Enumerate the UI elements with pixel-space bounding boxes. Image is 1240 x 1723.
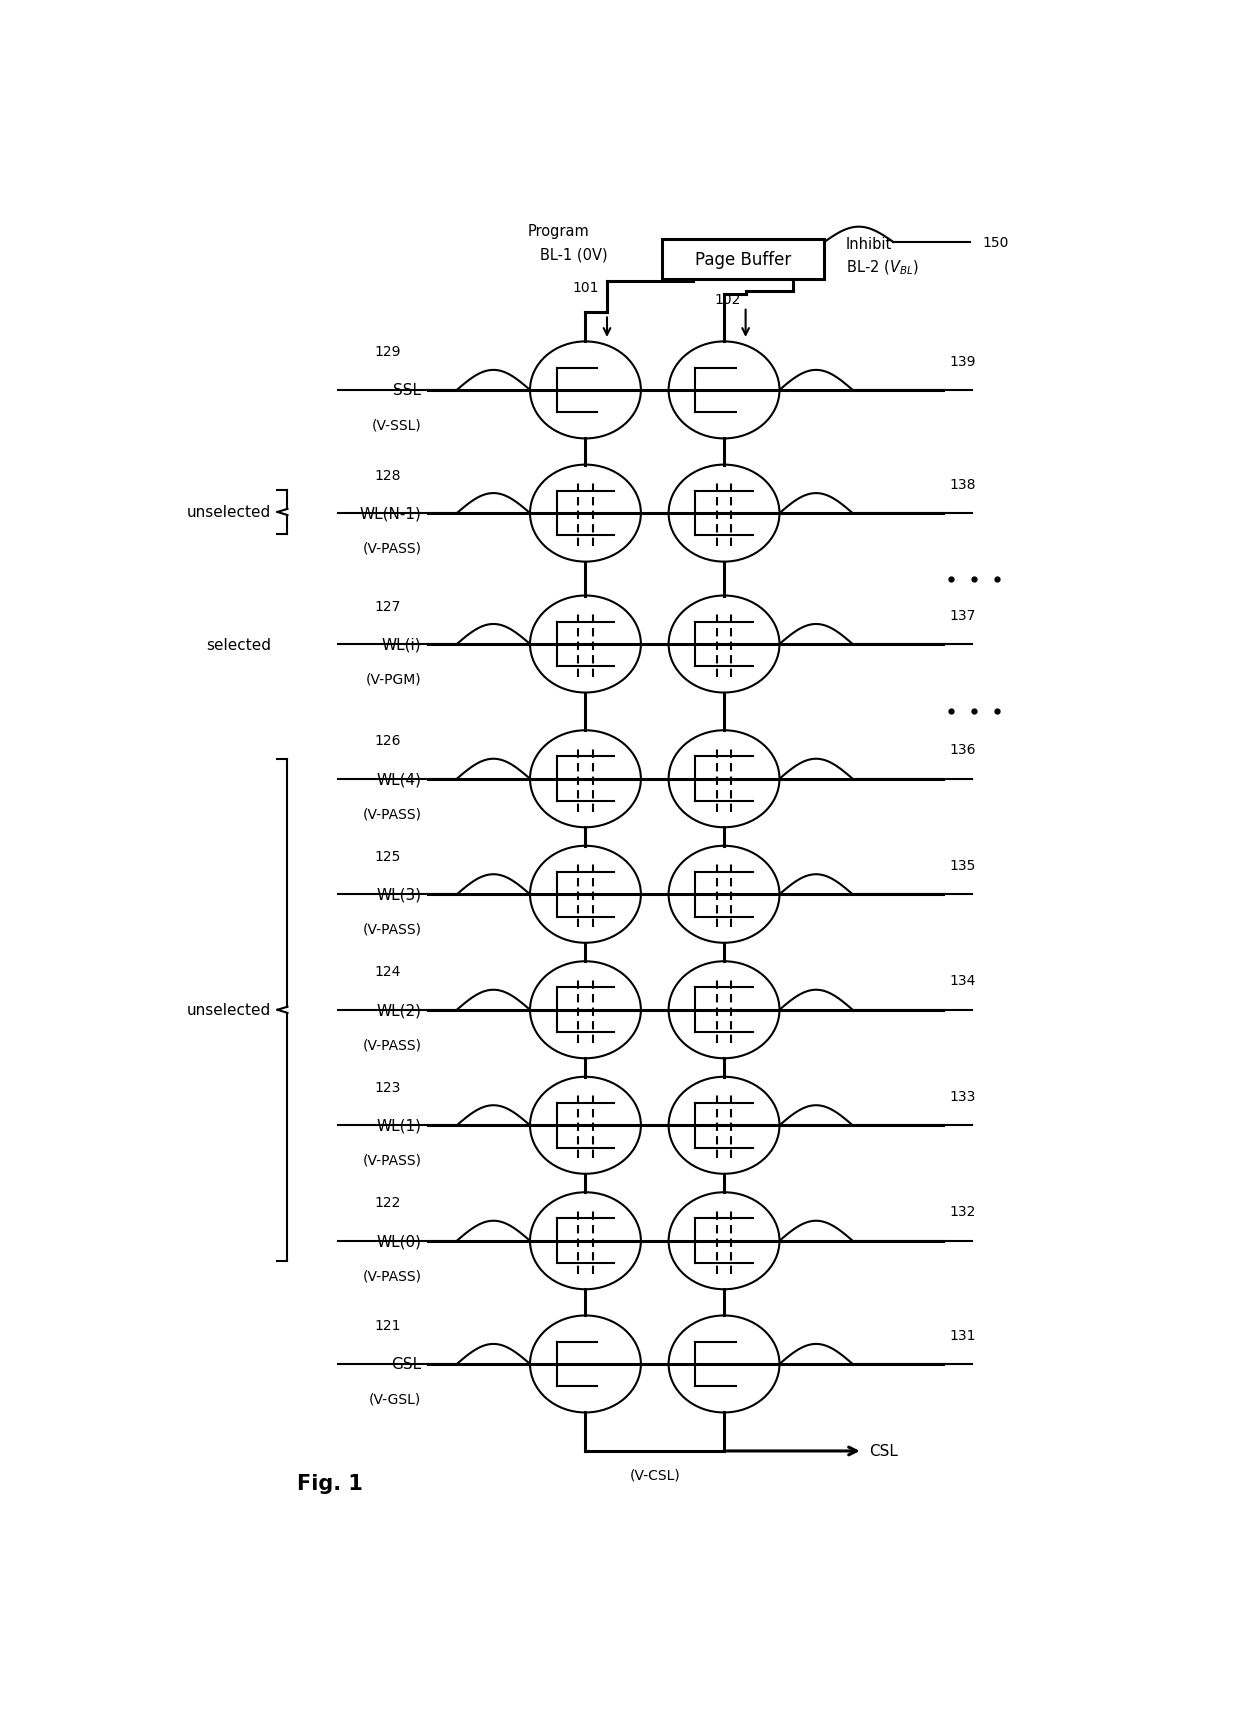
Text: 126: 126 bbox=[374, 734, 401, 748]
Text: GSL: GSL bbox=[392, 1356, 422, 1372]
Text: selected: selected bbox=[206, 638, 272, 651]
Text: 128: 128 bbox=[374, 469, 401, 482]
Text: 124: 124 bbox=[374, 965, 401, 979]
Text: unselected: unselected bbox=[187, 505, 272, 520]
Text: Program: Program bbox=[528, 224, 589, 239]
Text: 133: 133 bbox=[950, 1089, 976, 1103]
Text: (V-PASS): (V-PASS) bbox=[362, 1037, 422, 1051]
Text: 137: 137 bbox=[950, 608, 976, 622]
Text: 134: 134 bbox=[950, 973, 976, 987]
Text: 125: 125 bbox=[374, 849, 401, 863]
Text: 150: 150 bbox=[982, 236, 1008, 250]
Text: 131: 131 bbox=[950, 1328, 976, 1342]
Text: WL(1): WL(1) bbox=[377, 1118, 422, 1134]
Bar bbox=[662, 239, 825, 279]
Text: BL-1 (0V): BL-1 (0V) bbox=[541, 246, 608, 262]
Text: BL-2 ($V_{BL}$): BL-2 ($V_{BL}$) bbox=[846, 258, 919, 277]
Text: Inhibit: Inhibit bbox=[846, 238, 892, 252]
Text: (V-PASS): (V-PASS) bbox=[362, 806, 422, 820]
Text: (V-PASS): (V-PASS) bbox=[362, 922, 422, 936]
Text: 127: 127 bbox=[374, 600, 401, 613]
Text: CSL: CSL bbox=[869, 1444, 898, 1459]
Text: 139: 139 bbox=[950, 355, 976, 369]
Text: SSL: SSL bbox=[393, 383, 422, 398]
Text: Fig. 1: Fig. 1 bbox=[296, 1473, 362, 1494]
Text: WL(0): WL(0) bbox=[377, 1234, 422, 1249]
Text: WL(i): WL(i) bbox=[382, 638, 422, 651]
Text: Page Buffer: Page Buffer bbox=[696, 252, 791, 269]
Text: (V-SSL): (V-SSL) bbox=[372, 419, 422, 432]
Text: 121: 121 bbox=[374, 1318, 401, 1332]
Text: 136: 136 bbox=[950, 743, 976, 756]
Text: (V-CSL): (V-CSL) bbox=[630, 1468, 680, 1482]
Text: 102: 102 bbox=[714, 293, 742, 307]
Text: 123: 123 bbox=[374, 1080, 401, 1094]
Text: (V-PASS): (V-PASS) bbox=[362, 541, 422, 555]
Text: (V-PASS): (V-PASS) bbox=[362, 1153, 422, 1166]
Text: 132: 132 bbox=[950, 1204, 976, 1218]
Text: (V-PGM): (V-PGM) bbox=[366, 672, 422, 686]
Text: WL(N-1): WL(N-1) bbox=[360, 507, 422, 522]
Text: 122: 122 bbox=[374, 1196, 401, 1210]
Text: unselected: unselected bbox=[187, 1003, 272, 1018]
Text: 101: 101 bbox=[572, 281, 599, 295]
Text: WL(2): WL(2) bbox=[377, 1003, 422, 1018]
Text: 129: 129 bbox=[374, 345, 401, 358]
Text: WL(3): WL(3) bbox=[376, 887, 422, 903]
Text: (V-PASS): (V-PASS) bbox=[362, 1268, 422, 1282]
Text: 138: 138 bbox=[950, 477, 976, 491]
Text: WL(4): WL(4) bbox=[377, 772, 422, 787]
Text: 135: 135 bbox=[950, 858, 976, 872]
Text: (V-GSL): (V-GSL) bbox=[370, 1392, 422, 1406]
